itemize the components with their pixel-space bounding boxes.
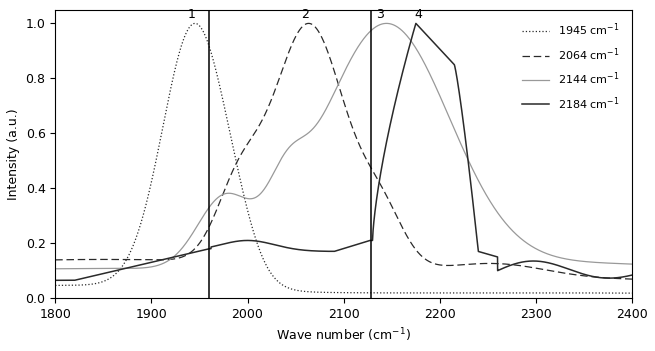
- Text: 3: 3: [377, 8, 384, 21]
- Text: 4: 4: [415, 8, 422, 21]
- Legend: 1945 cm$^{-1}$, 2064 cm$^{-1}$, 2144 cm$^{-1}$, 2184 cm$^{-1}$: 1945 cm$^{-1}$, 2064 cm$^{-1}$, 2144 cm$…: [515, 15, 627, 118]
- X-axis label: Wave number (cm$^{-1}$): Wave number (cm$^{-1}$): [276, 326, 411, 344]
- Text: 2: 2: [301, 8, 309, 21]
- Text: 1: 1: [188, 8, 196, 21]
- Y-axis label: Intensity (a.u.): Intensity (a.u.): [7, 108, 20, 200]
